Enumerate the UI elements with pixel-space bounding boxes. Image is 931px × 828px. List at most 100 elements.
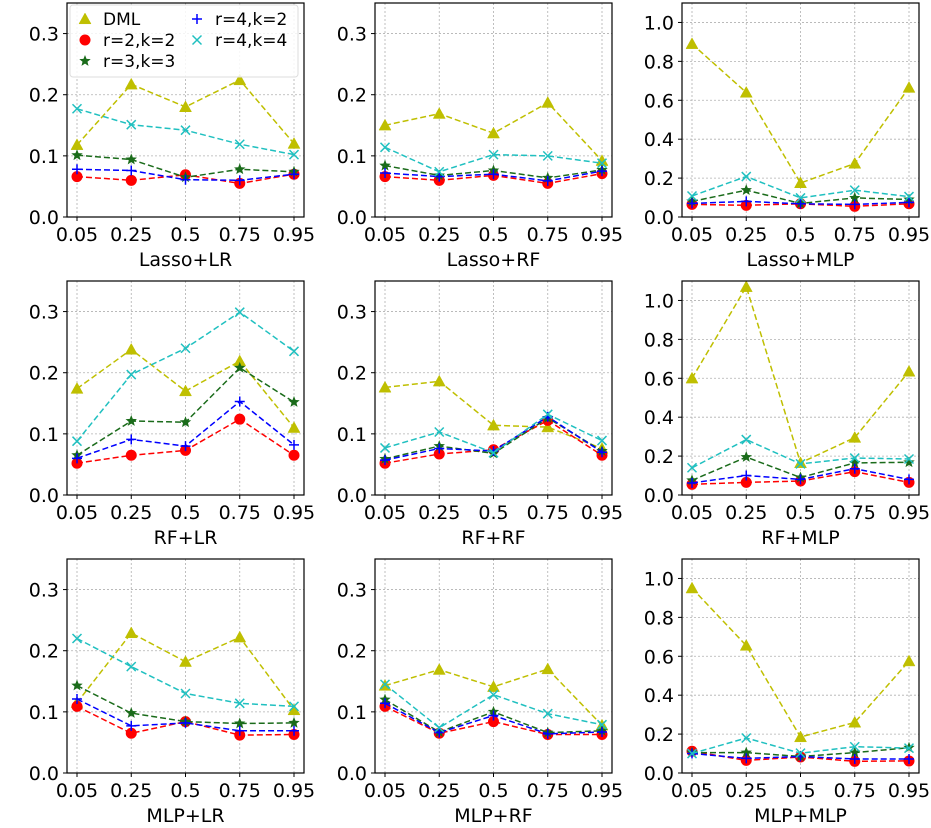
x-axis-label: Lasso+RF [447,249,541,271]
data-point [739,639,753,651]
y-tick-label: 0.2 [644,724,674,746]
y-tick-label: 0.1 [29,146,59,168]
y-tick-label: 0.8 [644,329,674,351]
x-axis-label: MLP+RF [454,805,533,827]
data-point [234,698,245,709]
data-point [234,361,246,373]
legend-marker-triangle-icon [78,12,92,25]
data-point [234,725,245,736]
data-point [378,380,392,393]
x-tick-label: 0.25 [110,224,152,246]
data-point [487,126,500,139]
data-point [686,462,698,473]
y-tick-label: 0.1 [337,424,367,446]
x-tick-label: 0.75 [219,224,261,246]
data-point [596,158,608,169]
data-point [902,81,916,93]
data-point [596,435,608,446]
data-point [740,184,752,196]
x-axis-label: Lasso+LR [139,249,232,271]
subplot-mlp-lr: 0.05 0.25 0.5 0.75 0.95 0.0 0.1 0.2 0.3 MLP+LR [29,558,315,827]
data-point [432,107,446,119]
series-r-4-k-4 [71,103,300,160]
data-point [180,441,191,452]
data-point [125,153,137,165]
series-r-4-k-4 [686,171,915,203]
data-point [434,426,445,438]
data-point [903,191,915,202]
legend-item: r=4,k=4 [191,31,287,51]
data-point [234,307,245,318]
data-point [71,633,83,644]
legend-item: r=4,k=2 [192,10,287,30]
data-point [849,463,860,474]
x-tick-label: 0.95 [273,780,315,802]
data-point [685,37,699,49]
data-point [849,746,861,758]
data-point [487,418,500,431]
data-point [795,474,806,485]
data-point [686,748,698,759]
data-point [687,198,697,209]
data-point [904,197,914,208]
data-point [687,477,697,488]
legend-label: r=4,k=4 [215,31,287,51]
data-point [70,138,84,150]
y-tick-label: 0.0 [644,485,674,507]
y-tick-label: 0.0 [29,485,59,507]
data-point [289,169,299,180]
x-axis-label: RF+LR [154,527,218,549]
x-tick-label: 0.05 [56,780,98,802]
series-dml [685,37,916,189]
data-point [795,192,806,203]
data-point [542,175,553,186]
series-line [384,683,603,729]
y-tick-label: 0.3 [29,580,59,602]
data-point [903,743,915,754]
data-point [126,165,137,176]
y-tick-label: 0.6 [644,646,674,668]
data-point [903,453,915,465]
x-tick-label: 0.25 [725,502,767,524]
series-line [691,175,910,199]
data-point [432,374,446,387]
data-point [904,753,914,764]
legend-marker-plus-icon [192,14,202,24]
x-tick-label: 0.25 [110,502,152,524]
data-point [288,449,300,461]
x-tick-label: 0.95 [888,224,930,246]
data-point [849,191,861,203]
data-point [126,720,137,731]
data-point [179,100,192,112]
data-point [848,431,862,443]
y-tick-label: 0.4 [644,129,674,151]
legend-marker-x-icon [191,34,203,46]
data-point [179,384,192,397]
series-r-4-k-2 [380,698,607,739]
data-point [795,748,806,759]
data-point [234,396,245,407]
data-point [434,727,445,738]
data-point [597,166,607,177]
data-point [125,727,137,739]
series-r-4-k-2 [687,463,914,488]
x-tick-label: 0.95 [581,224,623,246]
data-point [597,727,607,738]
data-point [125,707,137,718]
series-line [76,684,295,725]
data-point [72,164,82,175]
x-tick-label: 0.5 [170,224,200,246]
data-point [71,436,83,447]
data-point [180,688,191,699]
legend-item: r=2,k=2 [79,31,175,51]
series-line [691,587,910,738]
data-point [71,679,83,691]
data-point [126,369,137,380]
data-point [380,167,390,178]
y-tick-label: 0.0 [29,207,59,229]
x-axis-label: MLP+MLP [754,805,847,827]
data-point [234,175,245,186]
y-tick-label: 1.0 [644,290,674,312]
y-tick-label: 0.3 [337,302,367,324]
